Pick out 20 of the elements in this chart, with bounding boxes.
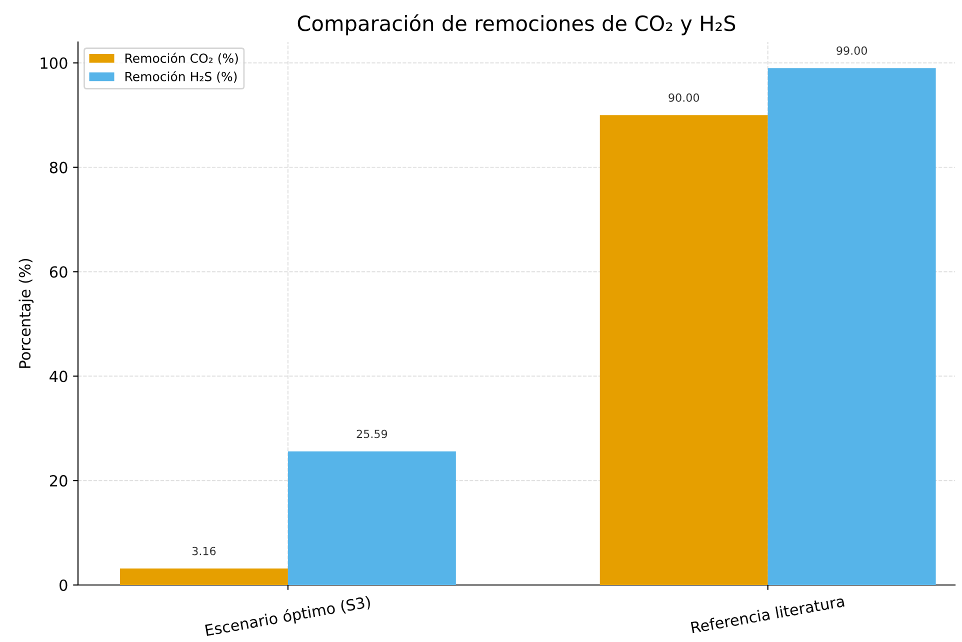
- x-tick-label: Escenario óptimo (S3): [204, 594, 372, 639]
- legend-label: Remoción H₂S (%): [125, 71, 237, 83]
- y-tick-label: 0: [60, 579, 68, 592]
- bar: [768, 68, 936, 585]
- y-axis-title: Porcentaje (%): [18, 258, 34, 368]
- bar: [288, 451, 456, 585]
- x-tick-label: Referencia literatura: [690, 594, 844, 634]
- data-label: 99.00: [836, 46, 867, 55]
- data-label: 3.16: [192, 546, 216, 556]
- legend-label: Remoción CO₂ (%): [125, 52, 238, 64]
- y-tick-label: 20: [50, 475, 68, 487]
- y-tick-label: 80: [50, 162, 68, 174]
- bar: [120, 568, 288, 585]
- y-tick-label: 60: [50, 266, 68, 278]
- y-tick-label: 100: [40, 57, 68, 69]
- chart-title: Comparación de remociones de CO₂ y H₂S: [298, 14, 736, 36]
- bar: [600, 115, 768, 585]
- y-tick-label: 40: [50, 370, 68, 382]
- data-label: 25.59: [356, 430, 388, 438]
- data-label: 90.00: [668, 93, 700, 102]
